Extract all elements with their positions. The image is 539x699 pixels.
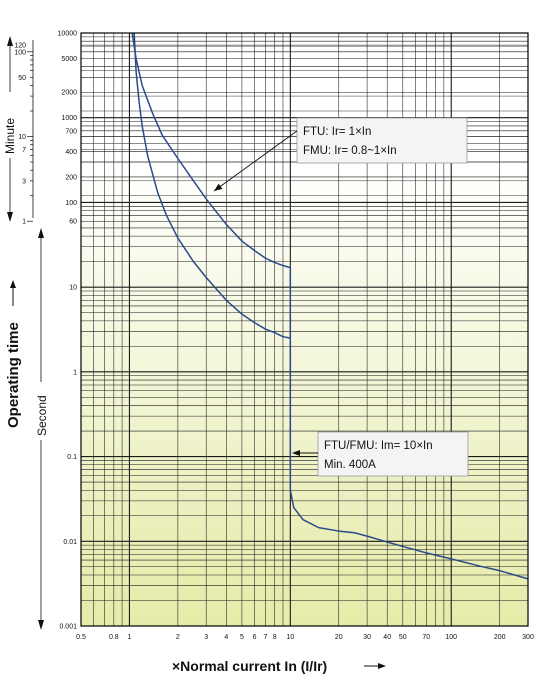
curves bbox=[131, 32, 529, 580]
annotation-long-time-line2: FMU: Ir= 0.8~1×In bbox=[303, 145, 397, 157]
y-tick-label: 60 bbox=[69, 219, 77, 226]
y-tick-label: 400 bbox=[65, 149, 77, 156]
plot-frame bbox=[80, 32, 529, 627]
minute-tick-label: 100 bbox=[14, 49, 26, 56]
x-tick-label: 10 bbox=[286, 634, 294, 641]
minute-tick-label: 10 bbox=[18, 134, 26, 141]
y-tick-label: 200 bbox=[65, 174, 77, 181]
y-tick-label: 2000 bbox=[61, 90, 77, 97]
x-tick-label: 4 bbox=[224, 634, 228, 641]
minute-label: Minute bbox=[3, 118, 17, 154]
x-tick-label: 6 bbox=[253, 634, 257, 641]
annotation-long-time-line1: FTU: Ir= 1×In bbox=[303, 126, 371, 138]
y-tick-label: 0.1 bbox=[67, 454, 77, 461]
minute-tick-label: 1 bbox=[22, 219, 26, 226]
x-axis-label: ×Normal current In (I/Ir) bbox=[172, 658, 327, 674]
x-tick-label: 30 bbox=[363, 634, 371, 641]
y-axis-label: Operating time bbox=[5, 322, 22, 428]
x-tick-label: 2 bbox=[176, 634, 180, 641]
annotation-instantaneous: FTU/FMU: Im= 10×In Min. 400A bbox=[292, 431, 469, 477]
y-axis-title: Operating time bbox=[5, 280, 22, 428]
x-tick-label: 20 bbox=[335, 634, 343, 641]
x-tick-labels: 0.5 0.8 1 2 3 4 5 6 7 8 10 20 30 40 50 70 100 200 300 bbox=[76, 634, 534, 641]
x-tick-label: 1 bbox=[127, 634, 131, 641]
x-tick-label: 50 bbox=[399, 634, 407, 641]
x-tick-label: 40 bbox=[383, 634, 391, 641]
y-tick-labels: 10000 5000 2000 1000 700 400 200 100 60 10 1 0.1 0.0… bbox=[58, 31, 78, 631]
minute-tick-label: 50 bbox=[18, 75, 26, 82]
y-tick-label: 700 bbox=[65, 128, 77, 135]
y-tick-label: 10 bbox=[69, 285, 77, 292]
annotation-long-time: FTU: Ir= 1×In FMU: Ir= 0.8~1×In bbox=[213, 117, 468, 192]
x-tick-label: 70 bbox=[422, 634, 430, 641]
x-tick-label: 0.5 bbox=[76, 634, 86, 641]
x-tick-label: 7 bbox=[263, 634, 267, 641]
x-tick-label: 3 bbox=[204, 634, 208, 641]
y-tick-label: 0.01 bbox=[63, 539, 77, 546]
minute-tick-label: 3 bbox=[22, 178, 26, 185]
x-tick-label: 0.8 bbox=[109, 634, 119, 641]
second-scale: Second bbox=[34, 228, 49, 630]
y-tick-label: 1 bbox=[73, 369, 77, 376]
y-tick-label: 10000 bbox=[58, 31, 78, 38]
trip-curve-1 bbox=[131, 32, 529, 580]
y-tick-label: 0.001 bbox=[59, 624, 77, 631]
x-tick-label: 8 bbox=[273, 634, 277, 641]
minute-tick-label: 120 bbox=[14, 43, 26, 50]
y-tick-label: 1000 bbox=[61, 115, 77, 122]
x-tick-label: 100 bbox=[445, 634, 457, 641]
trip-curve-2 bbox=[133, 32, 291, 339]
annotation-inst-line2: Min. 400A bbox=[324, 459, 376, 471]
y-tick-label: 100 bbox=[65, 200, 77, 207]
x-tick-label: 300 bbox=[522, 634, 534, 641]
second-label: Second bbox=[35, 395, 49, 436]
annotation-inst-line1: FTU/FMU: Im= 10×In bbox=[324, 440, 433, 452]
y-tick-label: 5000 bbox=[61, 56, 77, 63]
x-tick-label: 5 bbox=[240, 634, 244, 641]
x-tick-label: 200 bbox=[494, 634, 506, 641]
x-axis-title: ×Normal current In (I/Ir) bbox=[172, 658, 386, 674]
minute-tick-label: 7 bbox=[22, 147, 26, 154]
